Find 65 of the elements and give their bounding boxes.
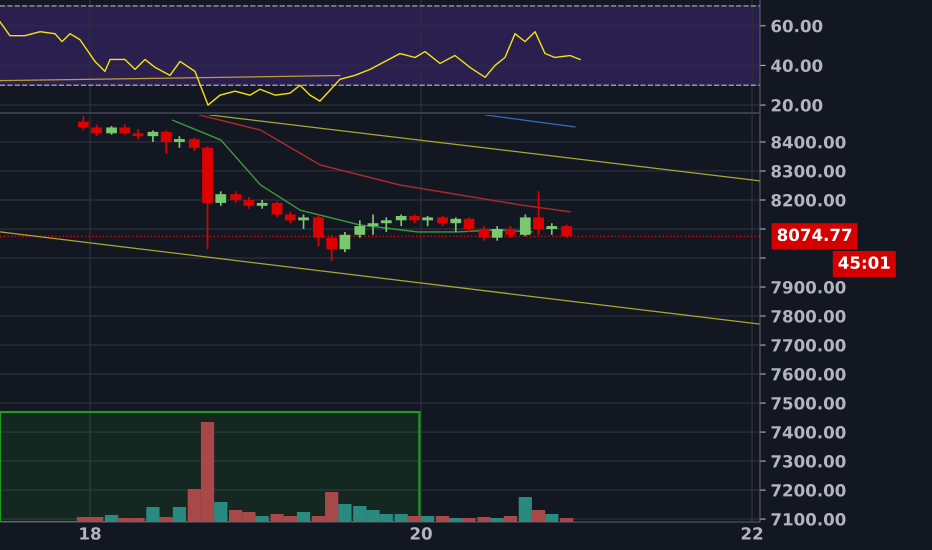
bar (545, 514, 558, 522)
bar (214, 502, 228, 522)
x-tick-label: 22 (742, 527, 762, 540)
x-tick-label: 18 (80, 527, 101, 540)
candlestick (546, 222, 558, 236)
candlestick (188, 136, 200, 152)
candlestick (354, 219, 366, 239)
candlestick (340, 231, 350, 254)
bar (421, 516, 434, 522)
candlestick (450, 216, 462, 233)
candlestick (272, 200, 282, 218)
bar (504, 516, 518, 522)
y-tick-label: 20.00 (772, 99, 822, 112)
bar (436, 516, 450, 522)
candlestick (215, 190, 226, 207)
bar (172, 507, 186, 522)
candlestick (396, 214, 407, 227)
bar (449, 518, 462, 522)
candlestick (174, 135, 185, 149)
y-tick-label: 7300.00 (772, 455, 846, 468)
bar (104, 515, 118, 522)
y-tick-label: 7700.00 (772, 339, 846, 352)
ref-line-label: 8074.77 (778, 228, 852, 242)
candlestick (492, 225, 503, 242)
y-tick-label: 7100.00 (772, 513, 846, 526)
bar (560, 518, 574, 522)
candlestick (422, 215, 434, 227)
y-tick-label: 7900.00 (772, 280, 846, 294)
candlestick (298, 214, 309, 230)
bar (518, 497, 532, 522)
y-tick-label: 7600.00 (772, 368, 846, 381)
candlestick (91, 124, 102, 138)
y-tick-label: 40.00 (771, 59, 822, 72)
bar (146, 507, 160, 522)
line-series (0, 21, 581, 106)
candlestick (368, 214, 378, 236)
bar (408, 516, 422, 522)
candlestick (284, 210, 296, 224)
y-tick-label: 7500.00 (772, 397, 846, 410)
bar (462, 518, 476, 522)
candlestick (244, 196, 254, 210)
bar (160, 517, 173, 522)
bar (296, 512, 310, 522)
x-tick-label: 20 (410, 527, 432, 540)
y-tick-label: 60.00 (771, 20, 822, 32)
candlestick (230, 190, 242, 204)
line-series (198, 115, 571, 213)
bar (477, 517, 491, 522)
y-tick-label: 8200.00 (771, 194, 846, 207)
y-tick-label: 7400.00 (772, 426, 846, 439)
bar (490, 518, 504, 522)
y-tick-label: 8300.00 (771, 164, 846, 178)
y-tick-label: 7800.00 (772, 310, 846, 323)
candlestick (520, 214, 531, 238)
candlestick (160, 130, 172, 154)
candlestick (148, 130, 158, 143)
candlestick (437, 215, 448, 227)
y-tick-label: 8400.00 (771, 136, 846, 149)
text: 45:01 (838, 256, 890, 269)
candlestick (78, 115, 89, 132)
candlestick (464, 216, 474, 233)
bar (256, 516, 269, 522)
y-tick-label: 7200.00 (772, 484, 846, 497)
candlestick (119, 124, 130, 136)
bar (532, 510, 546, 522)
